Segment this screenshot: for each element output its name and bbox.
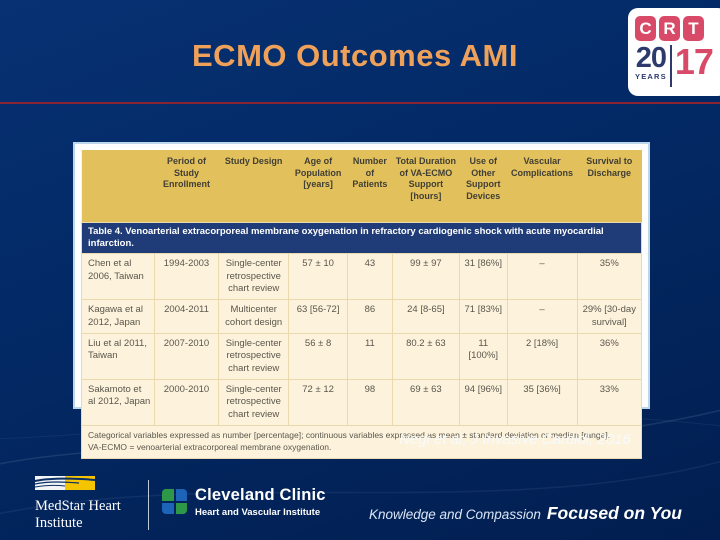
cell-support: 71 [83%]: [458, 299, 508, 334]
cell-survival: 33%: [576, 378, 643, 426]
crt-year-left-block: 20 YEARS: [635, 42, 667, 82]
cell-duration: 69 ± 63: [391, 378, 460, 426]
col-header-age: Age of Population [years]: [288, 150, 348, 222]
crt-years-label: YEARS: [635, 72, 667, 82]
cell-survival: 35%: [576, 253, 643, 301]
table-body: Chen et al 2006, Taiwan 1994-2003 Single…: [81, 253, 643, 459]
cell-study: Sakamoto et al 2012, Japan: [81, 378, 155, 426]
page-title: ECMO Outcomes AMI: [192, 38, 518, 73]
cc-quadrant: [175, 502, 187, 514]
title-divider-line: [0, 102, 720, 104]
table-row: Liu et al 2011, Taiwan 2007-2010 Single-…: [81, 332, 643, 380]
cell-duration: 24 [8-65]: [391, 299, 460, 334]
cleveland-clinic-subtitle: Heart and Vascular Institute: [195, 507, 321, 518]
cell-support: 31 [86%]: [458, 253, 508, 301]
citation-text: Negi et al, J Invasive Cardiol, 2016: [399, 431, 631, 448]
crt-2017-logo: C R T 20 YEARS 17: [628, 8, 720, 96]
col-header-support-devices: Use of Other Support Devices: [459, 150, 508, 222]
cell-support: 11 [100%]: [458, 332, 508, 380]
medstar-name: MedStar Heart Institute: [35, 498, 121, 531]
footnote-line-2: VA-ECMO = venoarterial extracorporeal me…: [88, 441, 332, 452]
cell-design: Single-center retrospective chart review: [218, 378, 290, 426]
cell-support: 94 [96%]: [458, 378, 508, 426]
cell-design: Single-center retrospective chart review: [218, 332, 290, 380]
table-title: Table 4. Venoarterial extracorporeal mem…: [81, 221, 642, 255]
cell-period: 2004-2011: [153, 299, 220, 334]
footer-divider-line: [148, 480, 149, 530]
cell-survival: 29% [30-day survival]: [576, 299, 643, 334]
cleveland-clinic-name: Cleveland Clinic: [195, 486, 326, 504]
cell-vascular: –: [506, 253, 578, 301]
cell-duration: 80.2 ± 63: [391, 332, 460, 380]
tagline-bold: Focused on You: [546, 503, 682, 523]
medstar-name-line-1: MedStar Heart: [35, 498, 121, 514]
table-header: Period of Study Enrollment Study Design …: [81, 150, 642, 222]
crt-year-left: 20: [635, 42, 667, 74]
crt-logo-letters: C R T: [635, 16, 704, 41]
ecmo-outcomes-table: Table 4. Venoarterial extracorporeal mem…: [81, 150, 643, 459]
cell-patients: 11: [346, 332, 393, 380]
footer-tagline: Knowledge and Compassion Focused on You: [369, 503, 682, 524]
cell-vascular: 2 [18%]: [506, 332, 578, 380]
table-row: Chen et al 2006, Taiwan 1994-2003 Single…: [81, 253, 643, 301]
cell-patients: 86: [346, 299, 393, 334]
cell-survival: 36%: [576, 332, 643, 380]
cell-vascular: 35 [36%]: [506, 378, 578, 426]
cc-quadrant: [162, 502, 174, 514]
cell-vascular: –: [506, 299, 578, 334]
footnote-line-1: Categorical variables expressed as numbe…: [88, 429, 611, 440]
tagline-regular: Knowledge and Compassion: [368, 507, 541, 522]
cc-quadrant: [175, 489, 187, 501]
table-footnote-row: Categorical variables expressed as numbe…: [81, 424, 642, 459]
cell-design: Multicenter cohort design: [218, 299, 290, 334]
cell-patients: 43: [346, 253, 393, 301]
col-header-design: Study Design: [218, 150, 289, 222]
table-title-row: Table 4. Venoarterial extracorporeal mem…: [81, 221, 642, 255]
table-panel: Table 4. Venoarterial extracorporeal mem…: [73, 142, 650, 459]
col-header-study: [81, 150, 155, 222]
col-header-vascular: Vascular Complications: [507, 150, 578, 222]
col-header-patients: Number of Patients: [347, 150, 393, 222]
crt-year-divider: [669, 45, 672, 87]
medstar-logo-graphic: [34, 476, 95, 490]
crt-logo-year: 20 YEARS 17: [635, 41, 714, 87]
cell-period: 2000-2010: [153, 378, 220, 426]
cleveland-clinic-text: Cleveland Clinic Heart and Vascular Inst…: [195, 486, 326, 518]
cell-duration: 99 ± 97: [391, 253, 460, 301]
table-row: Kagawa et al 2012, Japan 2004-2011 Multi…: [81, 299, 643, 334]
cell-study: Chen et al 2006, Taiwan: [81, 253, 155, 301]
crt-year-right: 17: [674, 41, 714, 82]
medstar-name-line-2: Institute: [35, 514, 83, 531]
col-header-survival: Survival to Discharge: [577, 150, 642, 222]
crt-letter-t: T: [683, 16, 704, 41]
table-row: Sakamoto et al 2012, Japan 2000-2010 Sin…: [81, 378, 643, 426]
cleveland-clinic-logo: Cleveland Clinic Heart and Vascular Inst…: [162, 486, 326, 518]
cell-period: 2007-2010: [153, 332, 220, 380]
cleveland-clinic-icon: [162, 489, 187, 514]
table-header-row: Period of Study Enrollment Study Design …: [81, 150, 642, 222]
crt-letter-c: C: [635, 16, 656, 41]
cell-age: 63 [56-72]: [288, 299, 348, 334]
cell-age: 56 ± 8: [288, 332, 348, 380]
cc-quadrant: [162, 489, 174, 501]
crt-letter-r: R: [659, 16, 680, 41]
cell-study: Kagawa et al 2012, Japan: [81, 299, 155, 334]
cell-age: 57 ± 10: [288, 253, 348, 301]
medstar-logo: MedStar Heart Institute: [34, 476, 121, 531]
cell-period: 1994-2003: [153, 253, 220, 301]
cell-age: 72 ± 12: [288, 378, 348, 426]
cell-design: Single-center retrospective chart review: [218, 253, 290, 301]
col-header-period: Period of Study Enrollment: [154, 150, 219, 222]
cell-study: Liu et al 2011, Taiwan: [81, 332, 155, 380]
table-footnote: Categorical variables expressed as numbe…: [81, 424, 642, 459]
cell-patients: 98: [346, 378, 393, 426]
col-header-duration: Total Duration of VA-ECMO Support [hours…: [392, 150, 460, 222]
